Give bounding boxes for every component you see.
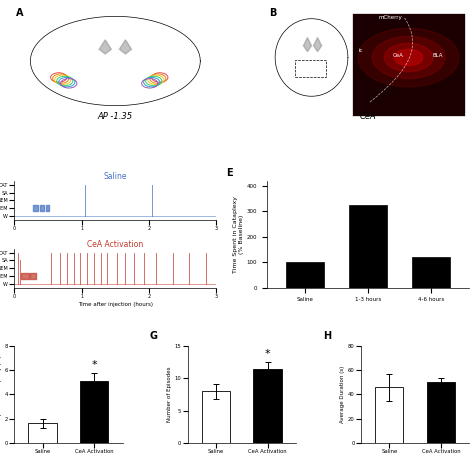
Circle shape — [384, 43, 433, 71]
Y-axis label: Average Duration (s): Average Duration (s) — [340, 366, 345, 423]
Text: B: B — [269, 8, 276, 18]
Bar — [349, 205, 387, 288]
Text: A: A — [16, 8, 24, 18]
Text: AP -1.35: AP -1.35 — [98, 112, 133, 121]
Bar — [412, 257, 450, 288]
Bar — [427, 383, 455, 443]
Polygon shape — [303, 37, 311, 52]
Y-axis label: Time Spent in Cataplexy (%): Time Spent in Cataplexy (%) — [0, 355, 2, 434]
Text: G: G — [150, 331, 158, 341]
Text: E: E — [227, 167, 233, 177]
Text: CeA: CeA — [392, 53, 403, 59]
Text: ic: ic — [358, 47, 363, 53]
Bar — [253, 369, 282, 443]
Polygon shape — [119, 40, 131, 54]
Text: *: * — [264, 349, 270, 359]
Bar — [80, 381, 109, 443]
Bar — [286, 262, 324, 288]
X-axis label: Time after injection (hours): Time after injection (hours) — [78, 301, 153, 307]
Polygon shape — [99, 40, 111, 54]
Y-axis label: Number of Episodes: Number of Episodes — [167, 367, 172, 422]
Bar — [375, 387, 403, 443]
Circle shape — [358, 28, 459, 87]
FancyBboxPatch shape — [352, 13, 465, 116]
Text: mCherry: mCherry — [378, 15, 402, 20]
Title: Saline: Saline — [104, 172, 127, 181]
Circle shape — [372, 36, 445, 79]
Bar — [202, 391, 230, 443]
Polygon shape — [313, 37, 322, 52]
Text: BLA: BLA — [433, 53, 443, 59]
Title: CeA Activation: CeA Activation — [87, 240, 144, 249]
Text: *: * — [91, 360, 97, 370]
Circle shape — [394, 49, 423, 66]
Y-axis label: Time Spent in Cataplexy
(% Baseline): Time Spent in Cataplexy (% Baseline) — [233, 196, 244, 273]
Text: CeA: CeA — [360, 112, 376, 121]
Bar — [28, 423, 57, 443]
Text: H: H — [323, 331, 331, 341]
